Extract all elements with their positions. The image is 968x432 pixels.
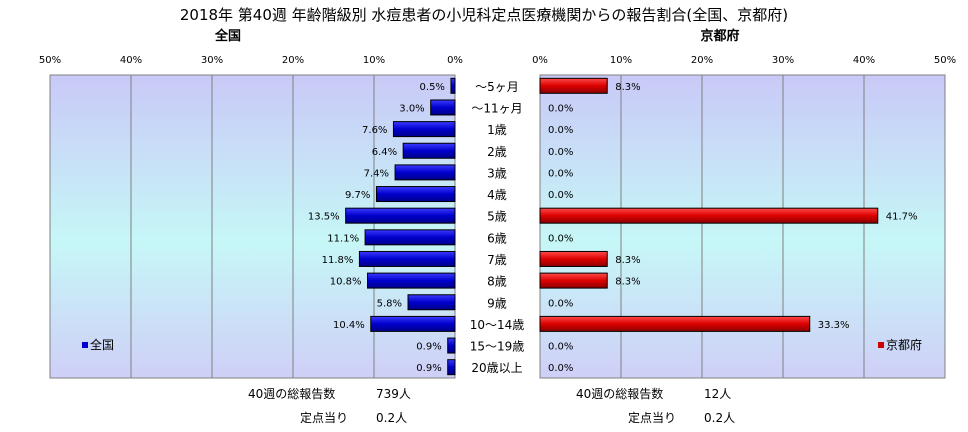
chart-title: 2018年 第40週 年齢階級別 水痘患者の小児科定点医療機関からの報告割合(全…	[180, 6, 788, 24]
right-data-label: 33.3%	[818, 320, 850, 331]
right-bar	[539, 315, 811, 332]
right-bar	[539, 272, 608, 289]
left-data-label: 9.7%	[345, 190, 370, 201]
right-plot-area	[539, 74, 946, 379]
right-data-label: 0.0%	[548, 168, 573, 179]
right-tick-label: 20%	[691, 55, 713, 66]
left-tick-label: 50%	[39, 55, 61, 66]
category-label: 15～19歳	[470, 340, 525, 354]
right-total-value: 12人	[704, 387, 731, 401]
left-plot-area	[49, 74, 456, 379]
right-data-label: 0.0%	[548, 125, 573, 136]
left-bar	[367, 272, 456, 289]
right-data-label: 0.0%	[548, 233, 573, 244]
right-tick-label: 50%	[934, 55, 956, 66]
left-data-label: 10.8%	[330, 277, 362, 288]
right-data-label: 8.3%	[615, 82, 640, 93]
right-data-label: 41.7%	[886, 212, 918, 223]
right-legend-label: 京都府	[886, 337, 922, 352]
left-data-label: 6.4%	[372, 147, 397, 158]
right-bar	[539, 250, 608, 267]
left-legend-label: 全国	[90, 337, 114, 352]
left-bar	[447, 359, 456, 376]
left-data-label: 11.8%	[322, 255, 354, 266]
left-tick-label: 30%	[201, 55, 223, 66]
left-tick-label: 0%	[447, 55, 463, 66]
left-bar	[450, 77, 456, 94]
left-data-label: 3.0%	[399, 103, 424, 114]
right-panel-heading: 京都府	[700, 28, 739, 44]
category-label: 9歳	[487, 296, 507, 310]
left-data-label: 11.1%	[327, 233, 359, 244]
category-label: 2歳	[487, 145, 507, 159]
right-legend: 京都府	[878, 337, 922, 352]
left-per-label: 定点当り	[300, 410, 348, 425]
right-tick-label: 30%	[772, 55, 794, 66]
left-bar	[358, 250, 456, 267]
category-label: 5歳	[487, 210, 507, 224]
right-per-value: 0.2人	[704, 411, 735, 425]
right-data-label: 8.3%	[615, 255, 640, 266]
left-panel-heading: 全国	[214, 28, 241, 44]
left-bar	[447, 337, 456, 354]
left-data-label: 0.9%	[416, 342, 441, 353]
left-per-value: 0.2人	[376, 411, 407, 425]
right-data-label: 0.0%	[548, 342, 573, 353]
right-data-label: 0.0%	[548, 298, 573, 309]
right-data-label: 0.0%	[548, 103, 573, 114]
left-tick-label: 40%	[120, 55, 142, 66]
left-bar	[345, 207, 456, 224]
left-data-label: 5.8%	[377, 298, 402, 309]
left-bar	[402, 142, 456, 159]
right-data-label: 0.0%	[548, 363, 573, 374]
right-tick-label: 40%	[853, 55, 875, 66]
left-bar	[430, 99, 456, 116]
left-bar	[364, 229, 456, 246]
left-data-label: 7.4%	[364, 168, 389, 179]
category-label: 4歳	[487, 188, 507, 202]
left-total-label: 40週の総報告数	[248, 386, 335, 401]
right-legend-swatch	[878, 342, 884, 348]
left-total-value: 739人	[376, 387, 411, 401]
left-bar	[407, 294, 456, 311]
category-label: 10～14歳	[470, 318, 525, 332]
right-tick-label: 10%	[610, 55, 632, 66]
left-legend-swatch	[82, 342, 88, 348]
left-data-label: 7.6%	[362, 125, 387, 136]
left-data-label: 10.4%	[333, 320, 365, 331]
right-bar	[539, 77, 608, 94]
category-label: 7歳	[487, 253, 507, 267]
category-label: 6歳	[487, 231, 507, 245]
category-label: ～11ヶ月	[471, 101, 522, 115]
left-bar	[375, 186, 456, 203]
left-data-label: 0.9%	[416, 363, 441, 374]
category-label: 1歳	[487, 123, 507, 137]
category-label: 20歳以上	[471, 361, 522, 375]
right-data-label: 0.0%	[548, 147, 573, 158]
right-bar	[539, 207, 879, 224]
right-per-label: 定点当り	[628, 410, 676, 425]
left-bar	[394, 164, 456, 181]
left-tick-label: 10%	[363, 55, 385, 66]
left-data-label: 0.5%	[420, 82, 445, 93]
left-bar	[370, 315, 456, 332]
right-data-label: 8.3%	[615, 277, 640, 288]
left-data-label: 13.5%	[308, 212, 340, 223]
right-total-label: 40週の総報告数	[576, 386, 663, 401]
left-tick-label: 20%	[282, 55, 304, 66]
category-label: 8歳	[487, 275, 507, 289]
category-label: 3歳	[487, 166, 507, 180]
left-legend: 全国	[82, 337, 114, 352]
right-tick-label: 0%	[532, 55, 548, 66]
category-label: ～5ヶ月	[475, 80, 519, 94]
left-bar	[392, 121, 456, 138]
right-data-label: 0.0%	[548, 190, 573, 201]
